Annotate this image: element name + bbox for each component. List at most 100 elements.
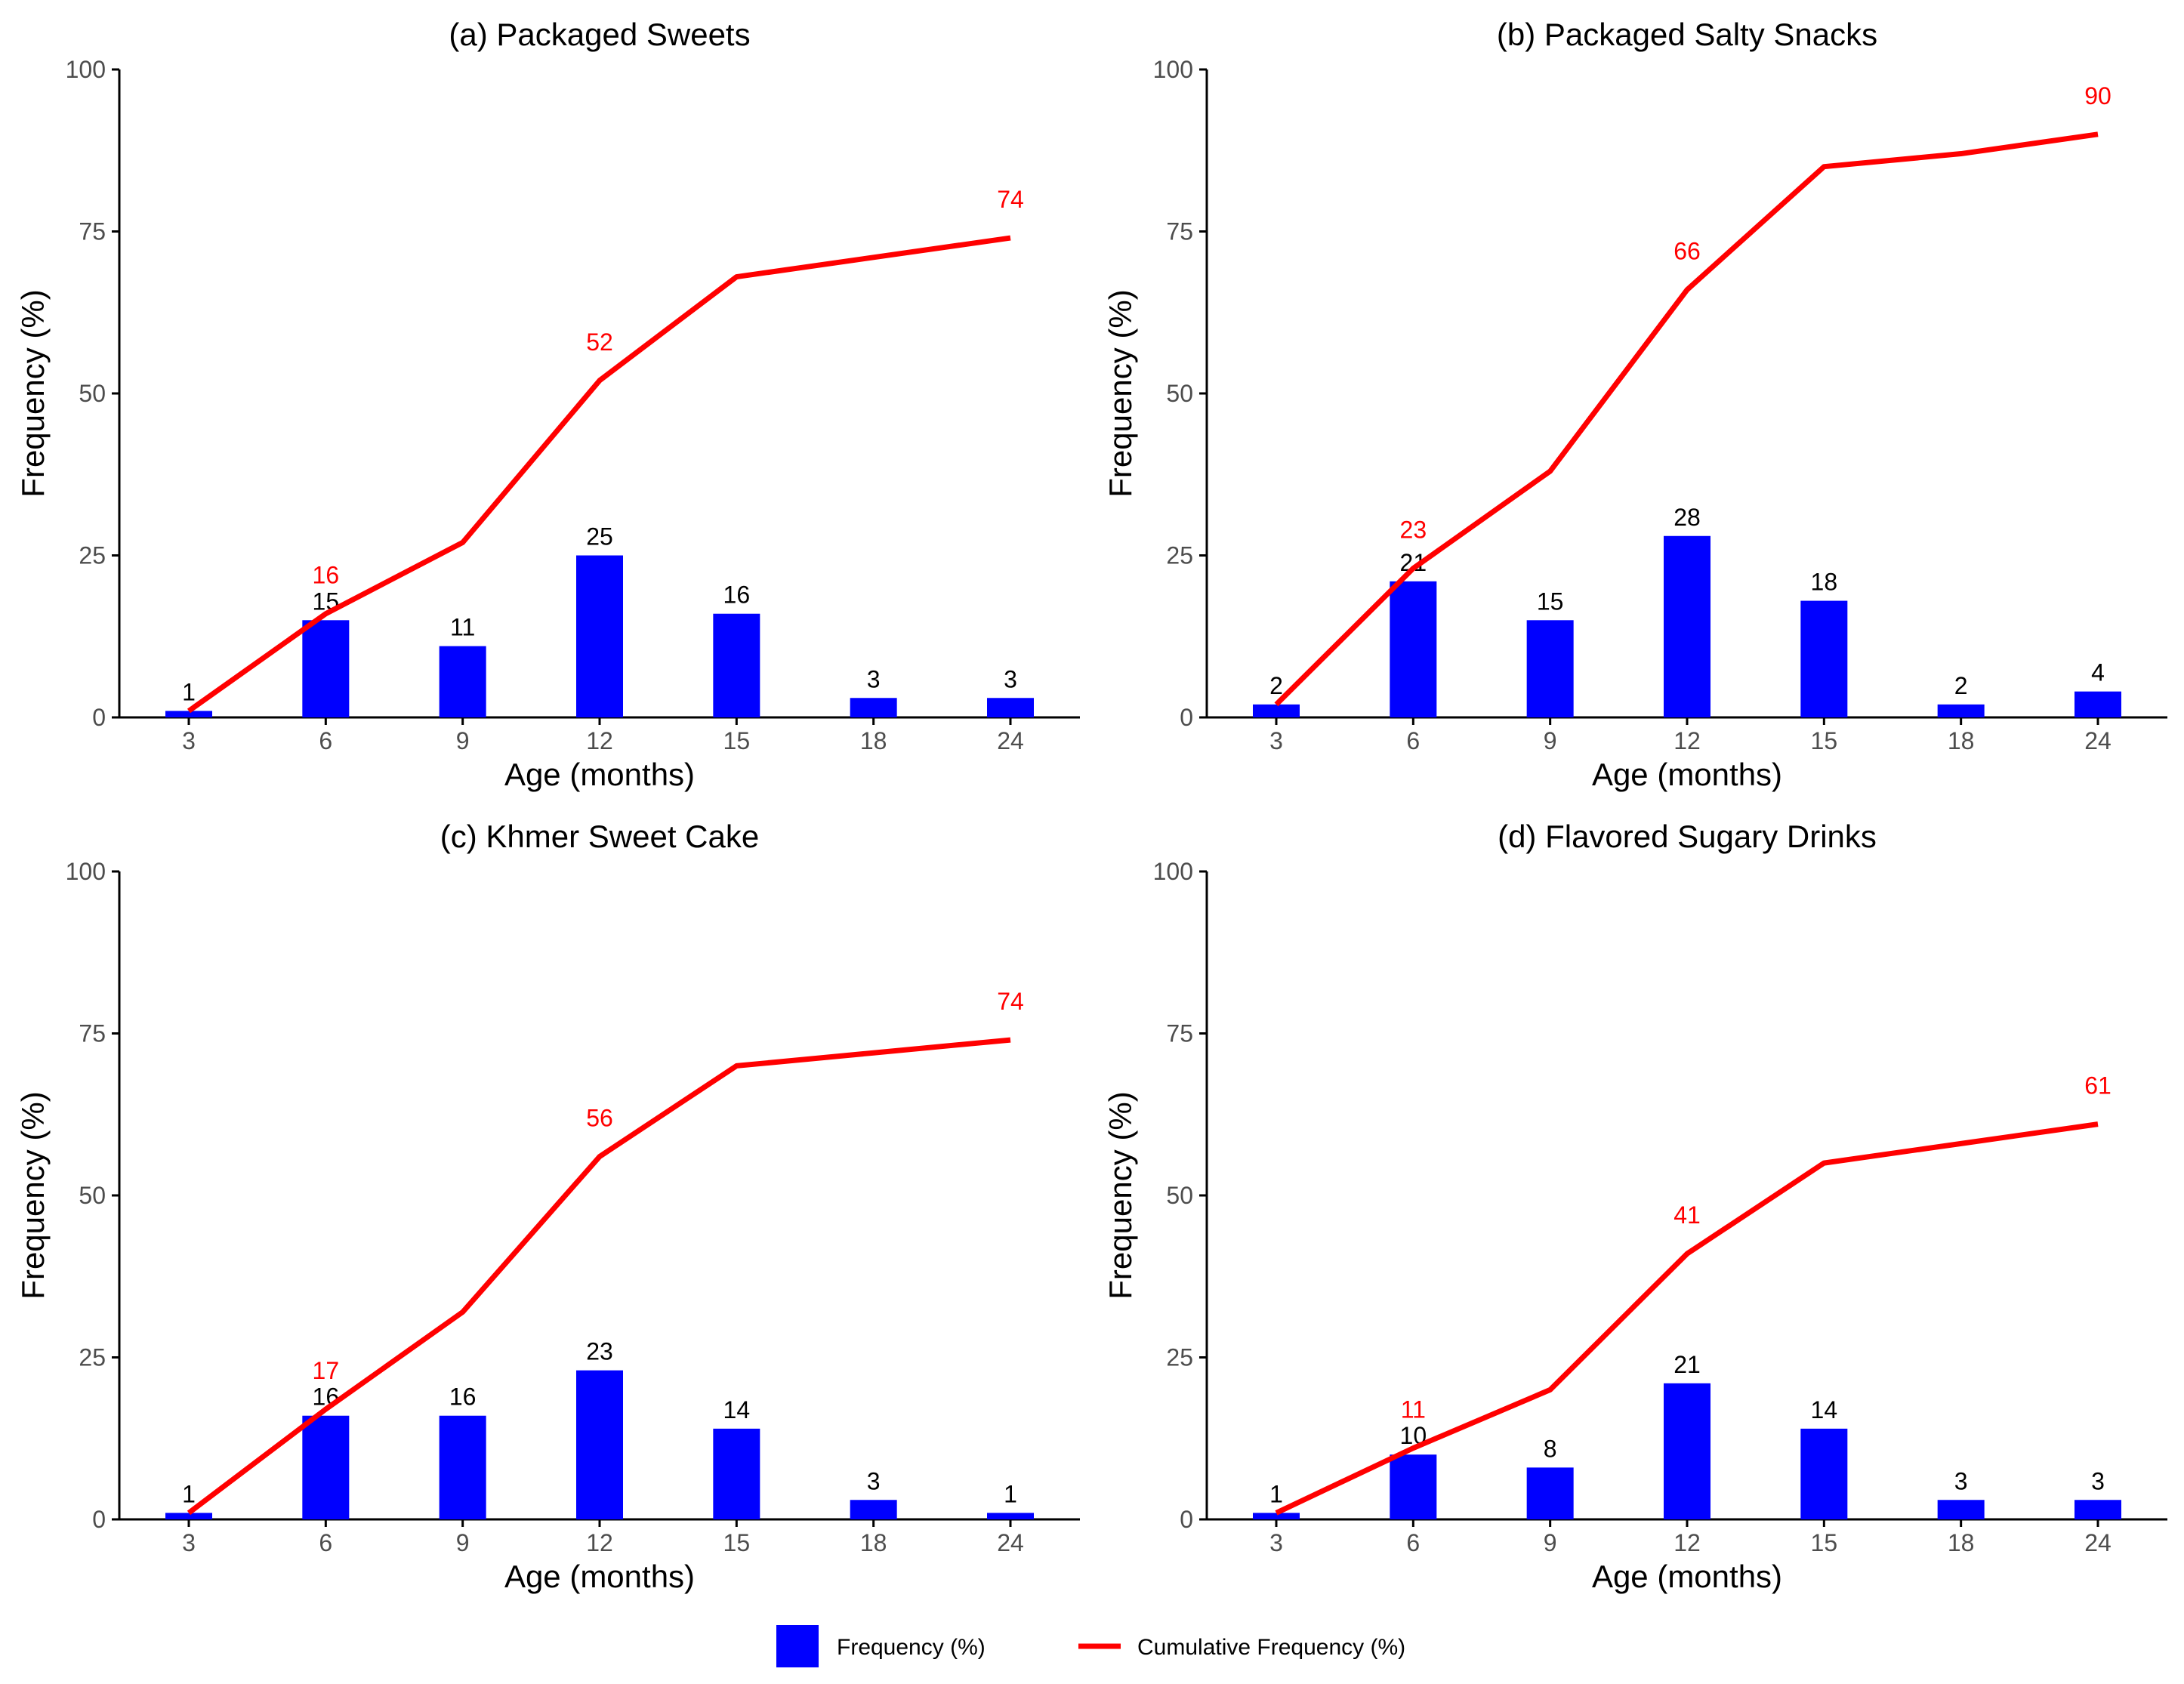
frequency-bar-label: 1	[182, 678, 196, 705]
y-tick-label: 50	[1166, 1182, 1193, 1209]
frequency-bar-label: 1	[1269, 1480, 1283, 1507]
x-tick-label: 3	[182, 727, 196, 754]
cumulative-label: 11	[1401, 1396, 1426, 1423]
x-tick-label: 12	[586, 1529, 613, 1556]
cumulative-line	[1275, 1121, 2099, 1516]
frequency-bar	[713, 1428, 760, 1519]
y-axis-label: Frequency (%)	[15, 1091, 51, 1299]
y-tick-label: 75	[79, 218, 106, 245]
frequency-bar-label: 3	[867, 1467, 881, 1494]
y-tick-label: 0	[92, 704, 106, 731]
frequency-bar-label: 28	[1673, 504, 1701, 531]
frequency-bar-label: 15	[1537, 588, 1564, 615]
y-tick-label: 50	[79, 1182, 106, 1209]
frequency-bar	[1253, 704, 1300, 717]
frequency-bar	[1253, 1513, 1300, 1519]
frequency-bar-label: 1	[182, 1480, 196, 1507]
frequency-bar	[302, 620, 350, 717]
panel-title: (d) Flavored Sugary Drinks	[1498, 819, 1877, 854]
frequency-bar-label: 8	[1544, 1435, 1557, 1462]
frequency-bar	[1526, 620, 1574, 717]
cumulative-label: 23	[1400, 517, 1427, 544]
cumulative-label: 74	[997, 186, 1024, 213]
x-axis-label: Age (months)	[504, 757, 695, 792]
y-axis-label: Frequency (%)	[1103, 1091, 1138, 1299]
y-tick-label: 100	[66, 858, 106, 885]
frequency-bar	[1800, 600, 1848, 717]
cumulative-label: 56	[586, 1105, 613, 1132]
frequency-bar	[1800, 1428, 1848, 1519]
x-axis-label: Age (months)	[504, 1559, 695, 1594]
cumulative-label: 41	[1673, 1201, 1701, 1229]
frequency-bar	[1664, 1383, 1710, 1519]
x-axis-label: Age (months)	[1592, 757, 1782, 792]
y-tick-label: 100	[1153, 56, 1193, 83]
y-tick-label: 100	[66, 56, 106, 83]
panel-title: (c) Khmer Sweet Cake	[440, 819, 759, 854]
x-tick-label: 3	[182, 1529, 196, 1556]
frequency-bar	[576, 1370, 623, 1519]
frequency-bar	[165, 1513, 212, 1519]
y-tick-label: 75	[1166, 1020, 1193, 1047]
x-tick-label: 24	[997, 1529, 1024, 1556]
panel-title: (a) Packaged Sweets	[449, 17, 750, 52]
frequency-bar-label: 16	[723, 581, 751, 609]
cumulative-line	[1274, 131, 2099, 707]
frequency-bar	[302, 1415, 350, 1519]
panel-title: (b) Packaged Salty Snacks	[1497, 17, 1877, 52]
y-tick-label: 75	[79, 1020, 106, 1047]
x-tick-label: 6	[1406, 727, 1420, 754]
y-tick-label: 0	[1180, 1506, 1193, 1533]
x-tick-label: 15	[1811, 1529, 1838, 1556]
cumulative-label: 52	[586, 328, 613, 356]
x-tick-label: 6	[1406, 1529, 1420, 1556]
frequency-bar-label: 2	[1269, 672, 1283, 699]
y-tick-label: 25	[79, 1344, 106, 1371]
x-tick-label: 15	[723, 1529, 751, 1556]
x-tick-label: 24	[997, 727, 1024, 754]
frequency-bar	[1937, 704, 1985, 717]
frequency-bar	[165, 711, 212, 717]
x-tick-label: 6	[319, 727, 332, 754]
x-tick-label: 9	[456, 727, 470, 754]
x-tick-label: 18	[1948, 1529, 1975, 1556]
frequency-bar	[713, 613, 760, 717]
frequency-bar	[850, 1500, 897, 1519]
legend: Frequency (%) Cumulative Frequency (%)	[776, 1625, 1405, 1667]
x-tick-label: 12	[1673, 1529, 1701, 1556]
frequency-bar	[987, 698, 1034, 717]
y-axis-label: Frequency (%)	[1103, 289, 1138, 497]
cumulative-label: 66	[1673, 238, 1701, 265]
frequency-bar	[2074, 1500, 2121, 1519]
frequency-bar-label: 21	[1673, 1351, 1701, 1378]
frequency-bar-label: 14	[723, 1396, 751, 1423]
frequency-bar-label: 1	[1004, 1480, 1017, 1507]
frequency-bar	[1390, 1454, 1437, 1519]
x-tick-label: 3	[1269, 1529, 1283, 1556]
frequency-bar	[1390, 581, 1437, 717]
cumulative-line	[187, 235, 1011, 714]
y-axis-label: Frequency (%)	[15, 289, 51, 497]
panel-a: (a) Packaged Sweets 0 25 50 75 100 3 6 9 12 15 18 24…	[15, 17, 1080, 792]
y-tick-label: 25	[1166, 542, 1193, 569]
frequency-bar	[1937, 1500, 1985, 1519]
x-tick-label: 15	[1811, 727, 1838, 754]
panel-d: (d) Flavored Sugary Drinks 0 25 50 75 100 3 6 9 1…	[1103, 819, 2167, 1594]
cumulative-label: 90	[2084, 82, 2112, 109]
legend-frequency-swatch	[776, 1625, 819, 1667]
y-tick-label: 0	[92, 1506, 106, 1533]
frequency-bar-label: 16	[449, 1383, 477, 1411]
frequency-bar	[1526, 1467, 1574, 1519]
cumulative-line	[187, 1037, 1011, 1516]
x-tick-label: 12	[586, 727, 613, 754]
cumulative-label: 17	[313, 1357, 340, 1384]
legend-cumulative-label: Cumulative Frequency (%)	[1137, 1635, 1405, 1660]
x-tick-label: 9	[456, 1529, 470, 1556]
frequency-bar	[439, 1415, 486, 1519]
x-tick-label: 18	[860, 727, 887, 754]
cumulative-label: 16	[313, 562, 340, 589]
frequency-bar-label: 4	[2091, 659, 2105, 686]
legend-frequency-label: Frequency (%)	[837, 1635, 986, 1660]
frequency-bar-label: 3	[1004, 665, 1017, 692]
